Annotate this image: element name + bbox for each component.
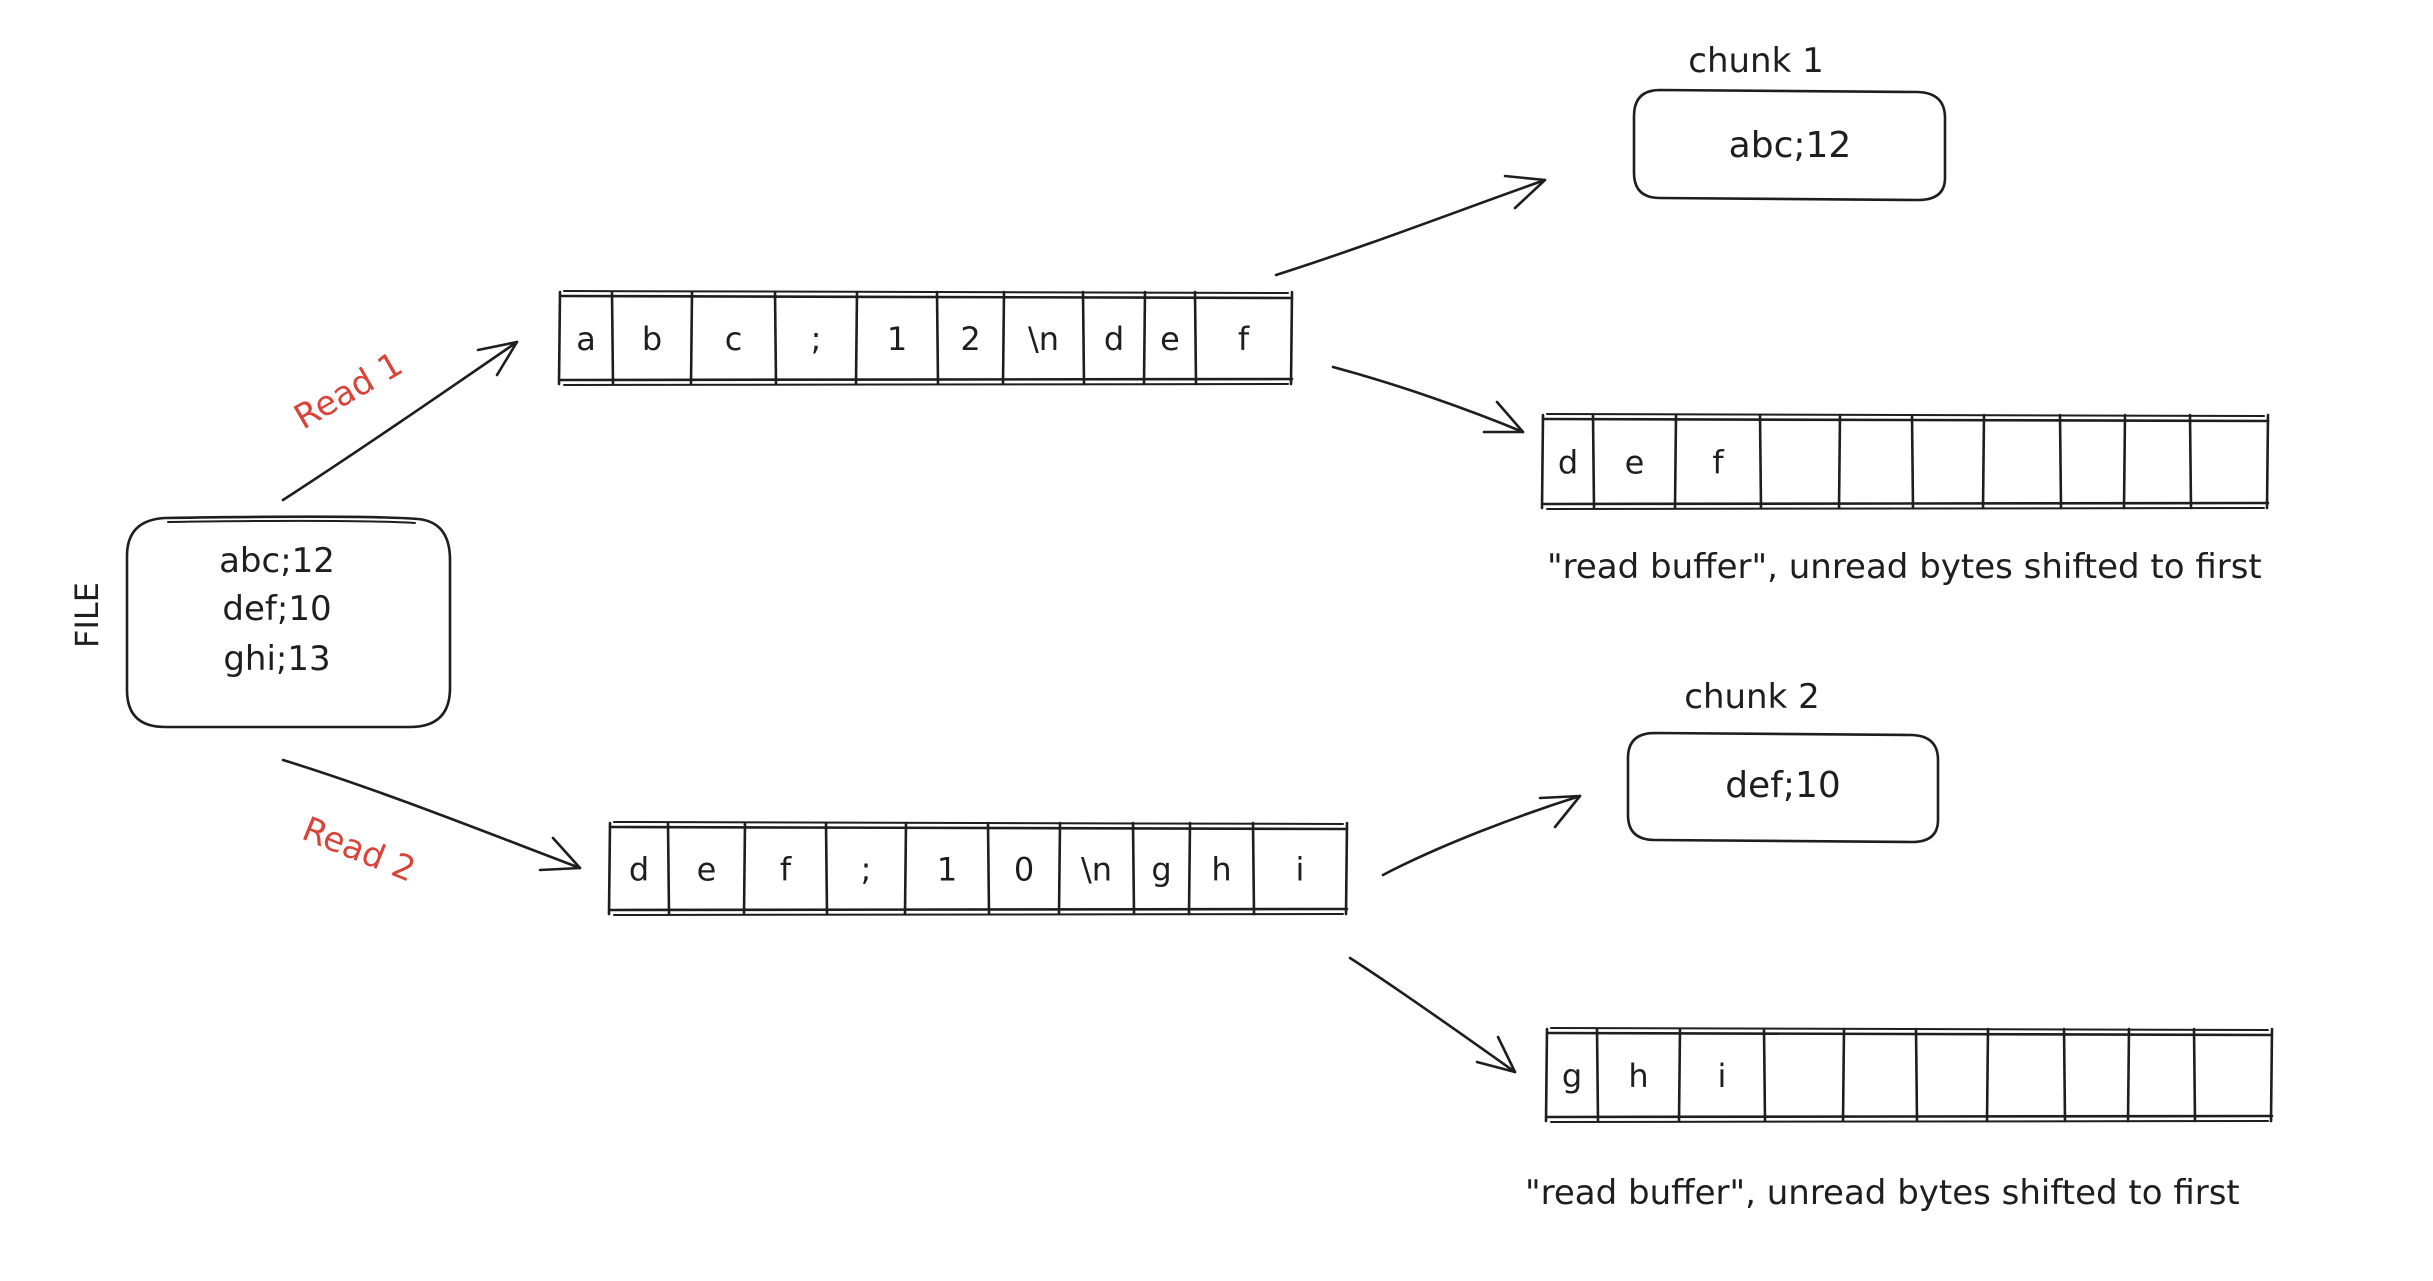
read-2-to-read-buffer-arrow (1348, 956, 1517, 1074)
read-1-divider (1001, 290, 1006, 386)
read-2-arrow (281, 758, 582, 872)
read-2-cell: d (629, 851, 649, 889)
read-2-divider (607, 821, 612, 916)
read-buffer-1-divider (2265, 413, 2270, 510)
read-2-cell: h (1211, 851, 1231, 889)
read-1-buffer: a b c; 1 2 \n d e f (557, 290, 1294, 386)
chunk-2-content: def;10 (1725, 765, 1841, 806)
chunk-2-box: def;10 (1626, 731, 1940, 844)
file-box: abc;12 def;10 ghi;13 (125, 515, 452, 729)
read-2-cell: \n (1081, 851, 1112, 889)
read-1-cell: 1 (887, 320, 907, 358)
read-buffer-2-divider (1595, 1027, 1600, 1123)
read-1-cell: e (1160, 320, 1180, 358)
read-2-cell: e (697, 851, 717, 889)
read-buffer-2-divider (1544, 1027, 1549, 1123)
read-buffer-2-divider (2269, 1027, 2274, 1123)
read-1-cell: 2 (960, 320, 980, 358)
read-2-to-chunk-2-arrow (1381, 794, 1582, 877)
read-1-divider (854, 290, 859, 386)
read-buffer-1-divider (2058, 413, 2063, 510)
read-buffer-1-divider (1673, 413, 1678, 510)
read-1-cell: c (725, 320, 743, 358)
read-2-buffer: d e f; 1 0 \n g h i (607, 821, 1349, 916)
chunk-1-title: chunk 1 (1688, 41, 1823, 81)
read-buffer-2-divider (1914, 1027, 1919, 1123)
read-1-divider (689, 290, 694, 386)
read-buffer-2-divider (1841, 1027, 1846, 1123)
file-line-2: def;10 (222, 589, 331, 629)
read-2-divider (742, 821, 747, 916)
read-buffer-1-divider (1910, 413, 1915, 510)
read-2-label: Read 2 (297, 809, 421, 890)
read-1-cell: b (642, 320, 662, 358)
read-1-divider (1193, 290, 1198, 386)
read-buffer-1-divider (1540, 413, 1545, 510)
read-2-cell: ; (861, 851, 872, 889)
read-1-divider (935, 290, 940, 386)
chunk-1-content: abc;12 (1729, 125, 1852, 166)
read-buffer-2-divider (2126, 1027, 2131, 1123)
read-1-to-read-buffer-arrow (1331, 365, 1525, 434)
read-2-divider (824, 821, 829, 916)
read-buffer-1-divider (2188, 413, 2193, 510)
read-2-divider (1057, 821, 1062, 916)
read-2-divider (1344, 821, 1349, 916)
read-buffer-1-cell: e (1625, 444, 1645, 482)
read-1-arrow (281, 340, 519, 502)
read-1-divider (1289, 290, 1294, 386)
read-buffer-1-divider (1758, 413, 1763, 510)
read-buffer-1-cell: f (1712, 444, 1724, 482)
read-1-label: Read 1 (288, 344, 410, 438)
file-side-label: FILE (68, 582, 106, 648)
read-1-divider (1081, 290, 1086, 386)
read-buffer-2: g h i (1544, 1027, 2274, 1123)
read-buffer-2-cell: i (1718, 1057, 1727, 1095)
read-buffer-2-divider (1985, 1027, 1990, 1123)
read-2-divider (986, 821, 991, 916)
read-buffer-1: d e f (1540, 413, 2270, 510)
read-buffer-1-divider (1837, 413, 1842, 510)
read-1-divider (1142, 290, 1147, 386)
read-1-cell: f (1238, 320, 1250, 358)
read-buffer-2-divider (2062, 1027, 2067, 1123)
file-line-3: ghi;13 (223, 639, 330, 679)
read-buffer-1-caption: "read buffer", unread bytes shifted to f… (1547, 547, 2262, 587)
chunk-2-title: chunk 2 (1684, 677, 1819, 717)
read-buffer-2-caption: "read buffer", unread bytes shifted to f… (1525, 1173, 2240, 1213)
read-2-divider (1131, 821, 1136, 916)
read-1-cell: \n (1028, 320, 1059, 358)
read-2-cell: 0 (1014, 851, 1034, 889)
read-1-cell: ; (811, 320, 822, 358)
file-line-1: abc;12 (219, 541, 335, 581)
read-buffer-1-divider (1981, 413, 1986, 510)
read-buffer-2-cell: h (1628, 1057, 1648, 1095)
read-buffer-1-cell: d (1558, 444, 1578, 482)
read-buffer-1-divider (2122, 413, 2127, 510)
read-buffer-2-divider (2192, 1027, 2197, 1123)
read-buffer-2-divider (1677, 1027, 1682, 1123)
read-1-divider (610, 290, 615, 386)
read-2-cell: f (780, 851, 792, 889)
read-1-divider (773, 290, 778, 386)
read-2-divider (666, 821, 671, 916)
read-2-divider (1251, 821, 1256, 916)
read-buffer-1-divider (1591, 413, 1596, 510)
read-1-cell: d (1104, 320, 1124, 358)
read-2-divider (1187, 821, 1192, 916)
read-buffer-2-divider (1762, 1027, 1767, 1123)
read-2-cell: i (1296, 851, 1305, 889)
read-2-divider (903, 821, 908, 916)
read-2-cell: g (1151, 851, 1171, 889)
read-1-divider (557, 290, 562, 386)
read-2-cell: 1 (937, 851, 957, 889)
read-buffer-2-cell: g (1562, 1057, 1582, 1095)
read-1-cell: a (576, 320, 596, 358)
chunk-1-box: abc;12 (1632, 88, 1947, 202)
read-1-to-chunk-1-arrow (1274, 174, 1547, 277)
